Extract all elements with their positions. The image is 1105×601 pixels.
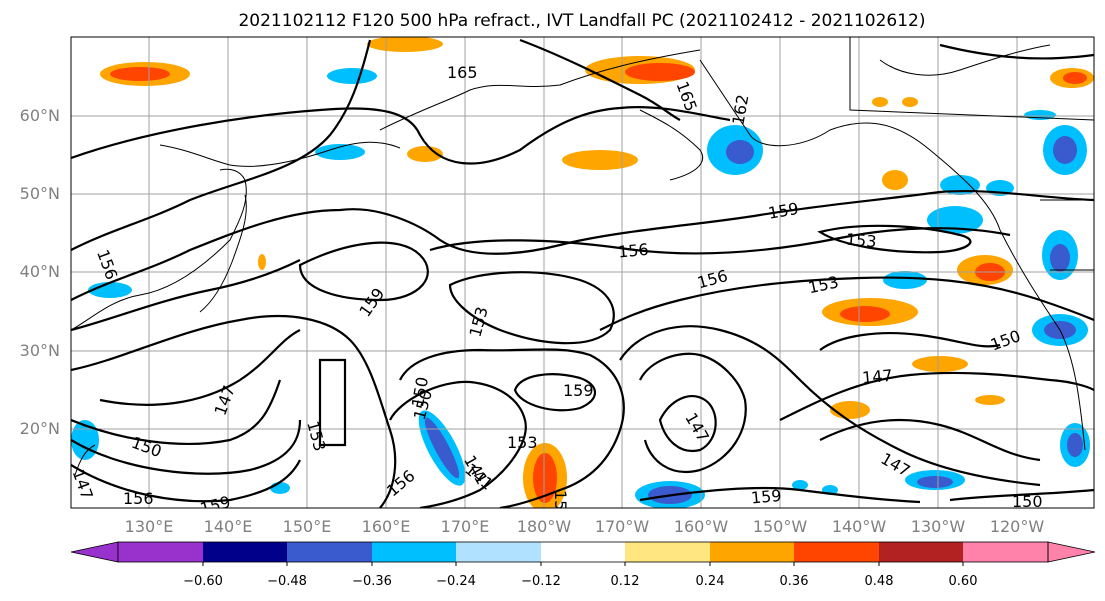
colorbar-segment bbox=[625, 542, 710, 562]
lon-label: 160°W bbox=[674, 517, 729, 536]
contour-label: 147 bbox=[861, 366, 893, 388]
lon-label: 140°W bbox=[832, 517, 887, 536]
map-frame bbox=[70, 36, 1095, 509]
contour-label: 153 bbox=[845, 230, 877, 252]
colorbar-segment bbox=[794, 542, 879, 562]
colorbar-tick-label: 0.60 bbox=[949, 574, 978, 589]
lon-label: 160°E bbox=[362, 517, 411, 536]
colorbar-frame bbox=[117, 541, 1049, 563]
colorbar-tick-label: 0.36 bbox=[780, 574, 809, 589]
contour-label: 159 bbox=[563, 381, 594, 400]
colorbar-tick-label: −0.48 bbox=[267, 574, 307, 589]
colorbar bbox=[70, 541, 1096, 566]
colorbar-tick-label: 0.24 bbox=[696, 574, 725, 589]
colorbar-tick-label: −0.12 bbox=[521, 574, 561, 589]
coastlines bbox=[71, 37, 1094, 476]
latitude-labels: 60°N 50°N 40°N 30°N 20°N bbox=[20, 106, 60, 438]
colorbar-extend-min bbox=[70, 541, 119, 563]
refractivity-contours bbox=[71, 38, 1094, 508]
colorbar-segment bbox=[879, 542, 963, 562]
lat-label: 50°N bbox=[20, 184, 60, 203]
lon-label: 170°W bbox=[595, 517, 650, 536]
lon-label: 140°E bbox=[204, 517, 253, 536]
colorbar-segment bbox=[372, 542, 456, 562]
lon-label: 120°W bbox=[990, 517, 1045, 536]
colorbar-segment bbox=[963, 542, 1048, 562]
graticule bbox=[71, 37, 1094, 508]
figure-title: 2021102112 F120 500 hPa refract., IVT La… bbox=[238, 11, 925, 31]
lat-label: 40°N bbox=[20, 262, 60, 281]
contour-label: 156 bbox=[123, 489, 154, 508]
contour-label: 159 bbox=[750, 486, 782, 508]
colorbar-segment bbox=[541, 542, 625, 562]
lon-label: 130°W bbox=[911, 517, 966, 536]
colorbar-segment bbox=[710, 542, 794, 562]
lat-label: 30°N bbox=[20, 341, 60, 360]
contour-label: 156 bbox=[551, 490, 570, 521]
contour-label: 156 bbox=[617, 240, 649, 262]
colorbar-tick-label: −0.60 bbox=[183, 574, 223, 589]
lon-label: 150°W bbox=[753, 517, 808, 536]
colorbar-tick-label: 0.12 bbox=[611, 574, 640, 589]
colorbar-tick-label: −0.24 bbox=[436, 574, 476, 589]
colorbar-segment bbox=[203, 542, 287, 562]
positive-anomaly-shading bbox=[100, 37, 1094, 508]
colorbar-segment bbox=[456, 542, 541, 562]
colorbar-segment bbox=[118, 542, 203, 562]
contour-label: 153 bbox=[507, 433, 538, 452]
map-area: 165 165 162 159 156 153 156 153 159 153 … bbox=[71, 37, 1094, 521]
contour-label: 165 bbox=[447, 63, 478, 82]
colorbar-tick-labels: −0.60 −0.48 −0.36 −0.24 −0.12 0.12 0.24 … bbox=[183, 574, 977, 589]
lon-label: 130°E bbox=[125, 517, 174, 536]
longitude-labels: 130°E 140°E 150°E 160°E 170°E 180°W 170°… bbox=[125, 517, 1045, 536]
contour-label: 150 bbox=[1012, 492, 1043, 511]
lon-label: 180°W bbox=[517, 517, 572, 536]
lon-label: 170°E bbox=[441, 517, 490, 536]
lat-label: 60°N bbox=[20, 106, 60, 125]
colorbar-tick-label: −0.36 bbox=[352, 574, 392, 589]
colorbar-tick-label: 0.48 bbox=[865, 574, 894, 589]
colorbar-segment bbox=[287, 542, 372, 562]
lon-label: 150°E bbox=[283, 517, 332, 536]
lat-label: 20°N bbox=[20, 419, 60, 438]
colorbar-extend-max bbox=[1047, 541, 1096, 563]
